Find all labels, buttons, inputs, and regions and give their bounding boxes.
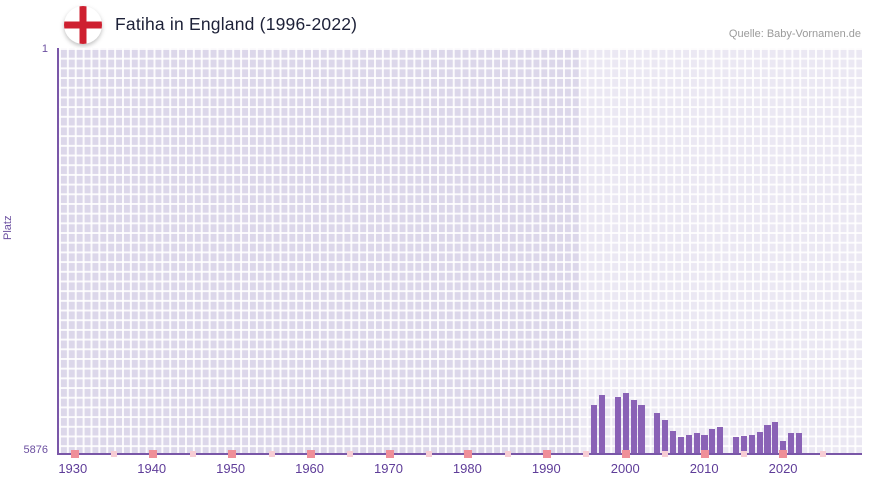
minor-tick-mark	[426, 451, 432, 457]
minor-tick-mark	[740, 451, 747, 457]
bar-2007	[677, 437, 684, 453]
plot-area	[57, 48, 862, 458]
minor-tick-mark	[583, 451, 590, 457]
minor-tick-mark	[819, 451, 826, 457]
bar-2001	[630, 399, 637, 453]
decade-tick-mark	[306, 450, 315, 458]
x-tick-label-1980: 1980	[452, 461, 482, 476]
bar-2020	[780, 440, 787, 453]
bar-2004	[654, 413, 661, 453]
bar-2012	[717, 427, 724, 453]
x-tick-label-1950: 1950	[216, 461, 246, 476]
x-tick-label-2000: 2000	[610, 461, 640, 476]
minor-tick-mark	[347, 451, 354, 457]
bar-2014	[732, 437, 740, 453]
minor-tick-mark	[189, 451, 196, 457]
bar-1997	[599, 395, 606, 453]
x-tick-label-1940: 1940	[137, 461, 167, 476]
y-axis-tick-min: 5876	[23, 444, 48, 456]
x-tick-label-1930: 1930	[58, 461, 88, 476]
bar-2021	[788, 433, 795, 453]
y-axis-label: Platz	[2, 215, 14, 240]
minor-tick-mark	[268, 451, 275, 457]
bar-2019	[772, 422, 779, 453]
bar-2016	[748, 435, 755, 453]
bar-1996	[591, 405, 598, 453]
bar-2015	[740, 436, 747, 453]
england-flag-svg	[64, 6, 102, 44]
bar-2018	[764, 425, 771, 453]
minor-tick-mark	[504, 451, 511, 457]
bar-2006	[669, 431, 677, 453]
source-attribution: Quelle: Baby-Vornamen.de	[728, 28, 861, 40]
decade-tick-mark	[543, 450, 552, 458]
chart-title: Fatiha in England (1996-2022)	[115, 14, 358, 34]
bar-2000	[622, 393, 629, 453]
decade-tick-mark	[464, 450, 473, 458]
x-tick-label-1970: 1970	[374, 461, 403, 476]
bar-2002	[638, 405, 645, 453]
bar-2008	[685, 435, 692, 453]
bar-2005	[662, 420, 669, 453]
x-tick-label-1960: 1960	[295, 461, 325, 476]
bars-layer	[59, 48, 862, 453]
bar-2010	[701, 435, 708, 453]
minor-tick-mark	[662, 451, 669, 457]
decade-tick-mark	[228, 450, 237, 458]
decade-tick-mark	[70, 450, 79, 458]
decade-tick-mark	[149, 450, 158, 458]
x-tick-label-1990: 1990	[531, 461, 561, 476]
decade-tick-mark	[700, 450, 709, 458]
decade-tick-mark	[621, 450, 630, 458]
chart-header: Fatiha in England (1996-2022) Quelle: Ba…	[0, 0, 873, 48]
bar-2009	[693, 433, 700, 453]
bar-1999	[614, 397, 621, 453]
decade-tick-mark	[385, 450, 394, 458]
bar-2017	[756, 432, 763, 453]
axis-marks-layer	[59, 48, 862, 458]
x-tick-label-2010: 2010	[689, 461, 719, 476]
x-tick-label-2020: 2020	[768, 461, 798, 476]
england-flag-icon	[63, 5, 103, 45]
bar-2022	[795, 433, 803, 453]
minor-tick-mark	[111, 451, 118, 457]
bar-2011	[709, 429, 716, 453]
decade-tick-mark	[779, 450, 788, 458]
x-axis-ticks: 1930 1940 1950 1960 1970 1980 1990 2000 2010 2020	[57, 461, 862, 483]
highlight-band	[578, 48, 862, 453]
y-axis-tick-max: 1	[41, 43, 48, 55]
